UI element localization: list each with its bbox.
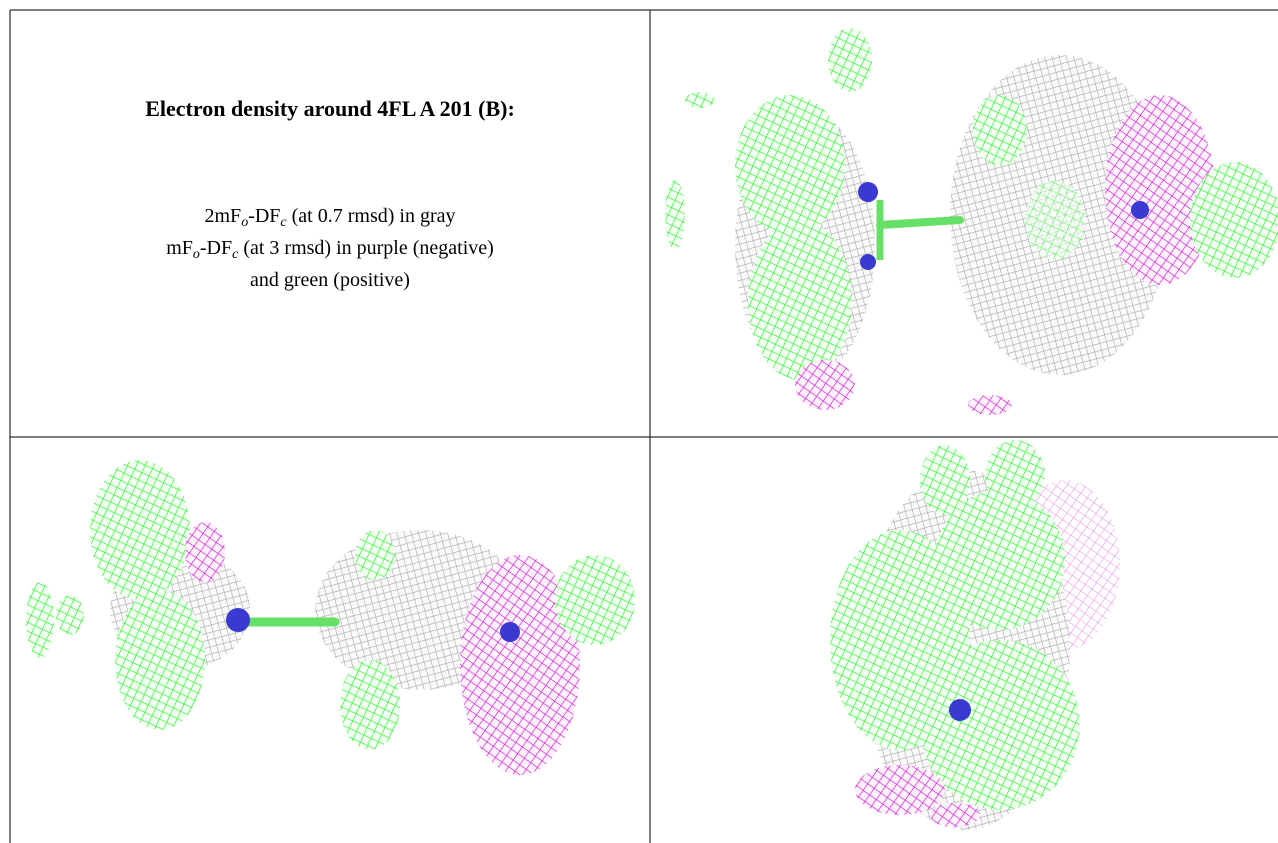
bond (876, 216, 964, 229)
mesh-green (56, 595, 84, 635)
mesh-green (920, 445, 970, 515)
mesh-green (973, 95, 1027, 165)
atom-nitrogen (858, 182, 878, 202)
figure-title: Electron density around 4FL A 201 (B): (145, 96, 515, 121)
atom-nitrogen (1131, 201, 1149, 219)
mesh-purple (855, 765, 945, 815)
mesh-green (355, 530, 395, 580)
legend-description: 2mFo-DFc (at 0.7 rmsd) in gray mFo-DFc (a… (10, 200, 650, 296)
density-view-front (830, 440, 1120, 830)
atom-nitrogen (226, 608, 250, 632)
mesh-purple (185, 522, 225, 582)
description-line: mFo-DFc (at 3 rmsd) in purple (negative) (10, 232, 650, 264)
mesh-green (340, 660, 400, 750)
mesh-green (90, 460, 190, 600)
mesh-green (685, 92, 715, 108)
text-run: -DF (248, 205, 281, 227)
mesh-purple (795, 360, 855, 410)
atom-nitrogen (500, 622, 520, 642)
atom-nitrogen (860, 254, 876, 270)
subscript: o (241, 215, 249, 230)
mesh-green (555, 555, 635, 645)
description-line: 2mFo-DFc (at 0.7 rmsd) in gray (10, 200, 650, 232)
text-run: (at 0.7 rmsd) in gray (286, 205, 456, 227)
description-line: and green (positive) (10, 264, 650, 296)
text-run: (at 3 rmsd) in purple (negative) (238, 237, 494, 259)
mesh-green (828, 28, 872, 92)
density-view-side (26, 460, 635, 775)
mesh-green (665, 180, 685, 250)
mesh-purple (460, 555, 580, 775)
subscript: c (280, 215, 287, 230)
mesh-green (26, 582, 54, 658)
subscript: c (232, 247, 239, 262)
mesh-purple (1105, 95, 1215, 285)
text-run: -DF (199, 237, 233, 259)
subscript: o (192, 247, 200, 262)
mesh-purple (930, 803, 980, 827)
mesh-green (748, 220, 852, 380)
mesh-green (935, 490, 1065, 630)
text-run: and green (positive) (250, 269, 410, 291)
text-run: 2mF (204, 205, 242, 227)
text-run: mF (166, 237, 193, 259)
mesh-green (1190, 162, 1278, 278)
mesh-green (920, 640, 1080, 810)
mesh-green (1025, 180, 1085, 260)
mesh-purple (968, 395, 1012, 415)
density-view-top (665, 28, 1278, 415)
mesh-green (115, 590, 205, 730)
atom-nitrogen (949, 699, 971, 721)
mesh-green (985, 440, 1045, 510)
mesh-green (735, 95, 845, 235)
